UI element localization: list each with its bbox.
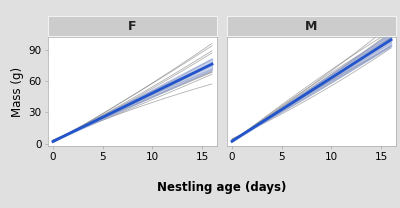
Text: F: F bbox=[128, 20, 137, 32]
Text: M: M bbox=[305, 20, 318, 32]
Text: Nestling age (days): Nestling age (days) bbox=[157, 181, 287, 194]
Y-axis label: Mass (g): Mass (g) bbox=[12, 67, 24, 116]
